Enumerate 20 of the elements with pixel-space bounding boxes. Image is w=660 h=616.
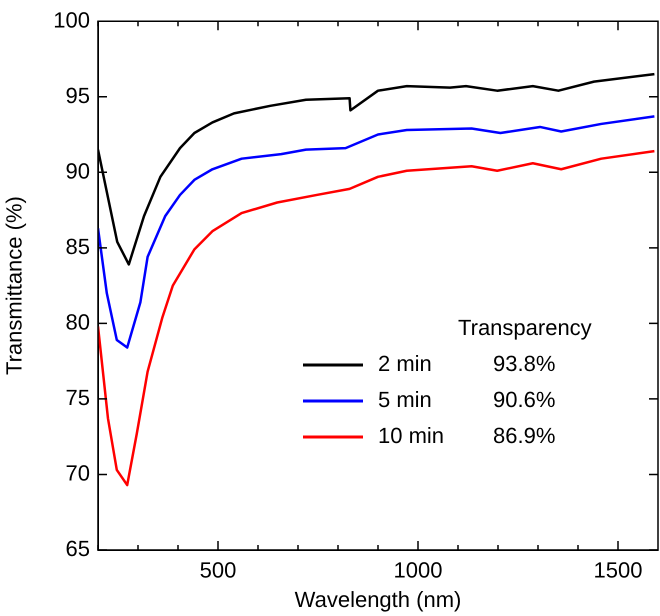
x-tick-label: 500: [200, 557, 236, 582]
x-tick-label: 1000: [394, 557, 442, 582]
y-tick-label: 100: [53, 7, 90, 32]
x-axis-title: Wavelength (nm): [294, 586, 462, 612]
annotation: 90.6%: [493, 387, 556, 412]
legend-label: 5 min: [378, 387, 432, 412]
y-tick-label: 70: [66, 460, 90, 486]
y-tick-label: 95: [66, 82, 90, 108]
annotation: 93.8%: [493, 351, 556, 376]
y-tick-label: 65: [66, 536, 90, 562]
legend-label: 2 min: [378, 351, 432, 376]
legend-label: 10 min: [378, 423, 444, 448]
legend-title: Transparency: [458, 315, 592, 340]
y-tick-label: 80: [66, 309, 90, 334]
y-tick-label: 85: [66, 234, 90, 259]
y-tick-label: 90: [66, 158, 90, 184]
x-tick-label: 1500: [594, 557, 642, 582]
y-tick-label: 75: [66, 384, 90, 410]
annotation: 86.9%: [493, 423, 556, 448]
y-axis-title: Transmittance (%): [1, 196, 26, 376]
